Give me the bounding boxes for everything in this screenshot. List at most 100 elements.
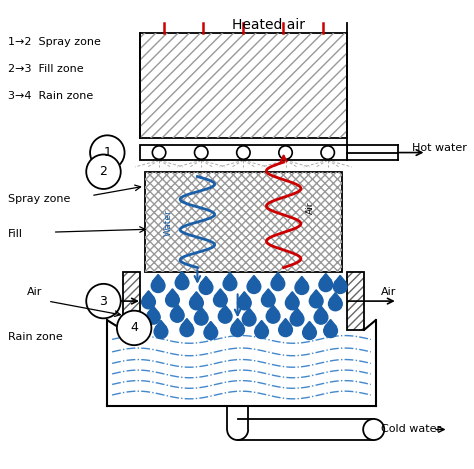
Polygon shape bbox=[201, 276, 211, 283]
Polygon shape bbox=[263, 289, 274, 295]
Text: Rain zone: Rain zone bbox=[8, 332, 63, 341]
Circle shape bbox=[324, 324, 337, 338]
Circle shape bbox=[171, 309, 184, 322]
Text: Spray zone: Spray zone bbox=[8, 194, 70, 204]
Circle shape bbox=[204, 326, 218, 340]
Circle shape bbox=[90, 136, 125, 170]
Circle shape bbox=[152, 146, 166, 159]
Text: 1→2  Spray zone: 1→2 Spray zone bbox=[8, 38, 100, 47]
Text: 3→4  Rain zone: 3→4 Rain zone bbox=[8, 91, 93, 101]
Polygon shape bbox=[320, 273, 331, 280]
Circle shape bbox=[237, 146, 250, 159]
Polygon shape bbox=[325, 319, 336, 326]
Circle shape bbox=[303, 326, 316, 340]
Text: 4: 4 bbox=[130, 321, 138, 334]
Circle shape bbox=[219, 310, 232, 323]
Polygon shape bbox=[330, 293, 341, 300]
Text: 2: 2 bbox=[100, 165, 108, 178]
Polygon shape bbox=[248, 275, 260, 282]
Circle shape bbox=[86, 154, 121, 189]
Text: Water: Water bbox=[164, 209, 173, 236]
Bar bbox=[123, 272, 140, 330]
Circle shape bbox=[146, 310, 160, 324]
Polygon shape bbox=[256, 320, 267, 327]
Polygon shape bbox=[292, 308, 303, 315]
Circle shape bbox=[310, 294, 323, 308]
Circle shape bbox=[319, 278, 333, 292]
Polygon shape bbox=[272, 272, 283, 280]
Polygon shape bbox=[280, 318, 291, 325]
Circle shape bbox=[314, 310, 328, 324]
Text: Fill: Fill bbox=[8, 229, 23, 239]
Circle shape bbox=[154, 325, 168, 339]
Circle shape bbox=[237, 296, 251, 310]
Circle shape bbox=[180, 323, 194, 337]
Circle shape bbox=[247, 280, 261, 294]
Circle shape bbox=[290, 312, 304, 326]
Polygon shape bbox=[267, 305, 279, 312]
Bar bbox=[347, 272, 364, 330]
Bar bbox=[145, 172, 342, 272]
Circle shape bbox=[190, 296, 203, 310]
Circle shape bbox=[266, 310, 280, 323]
Circle shape bbox=[295, 281, 309, 295]
Polygon shape bbox=[287, 292, 298, 299]
Circle shape bbox=[255, 325, 268, 339]
Text: Air: Air bbox=[27, 287, 42, 296]
Text: 3: 3 bbox=[100, 295, 108, 308]
Text: Hot water: Hot water bbox=[412, 143, 467, 153]
Circle shape bbox=[223, 277, 237, 291]
Polygon shape bbox=[143, 291, 154, 298]
Circle shape bbox=[151, 279, 165, 293]
Polygon shape bbox=[196, 307, 207, 314]
Polygon shape bbox=[181, 318, 192, 325]
Circle shape bbox=[321, 146, 335, 159]
Bar bbox=[140, 33, 347, 138]
Polygon shape bbox=[191, 292, 202, 299]
Circle shape bbox=[328, 297, 342, 311]
Bar bbox=[140, 145, 347, 160]
Polygon shape bbox=[296, 276, 308, 283]
Polygon shape bbox=[215, 289, 226, 295]
Bar bbox=[140, 33, 347, 138]
Circle shape bbox=[279, 323, 292, 337]
Polygon shape bbox=[244, 308, 255, 315]
Polygon shape bbox=[224, 272, 236, 280]
Text: Heated air: Heated air bbox=[232, 18, 305, 32]
Polygon shape bbox=[315, 306, 327, 313]
Bar bbox=[145, 172, 342, 272]
Circle shape bbox=[333, 280, 347, 294]
Circle shape bbox=[363, 419, 384, 440]
Circle shape bbox=[194, 146, 208, 159]
Polygon shape bbox=[155, 320, 166, 327]
Circle shape bbox=[271, 277, 285, 291]
Circle shape bbox=[213, 293, 227, 307]
Polygon shape bbox=[232, 318, 243, 325]
Polygon shape bbox=[172, 304, 183, 311]
Circle shape bbox=[194, 311, 208, 325]
Circle shape bbox=[175, 276, 189, 290]
Circle shape bbox=[242, 312, 256, 326]
Polygon shape bbox=[205, 321, 217, 328]
Circle shape bbox=[262, 293, 275, 307]
Bar bbox=[123, 272, 140, 330]
Circle shape bbox=[117, 310, 151, 345]
Polygon shape bbox=[310, 290, 322, 296]
Text: Air: Air bbox=[382, 287, 397, 296]
Polygon shape bbox=[219, 305, 231, 312]
Circle shape bbox=[142, 295, 155, 309]
Polygon shape bbox=[153, 274, 164, 281]
Text: Air: Air bbox=[306, 202, 315, 214]
Circle shape bbox=[285, 296, 299, 310]
Polygon shape bbox=[167, 289, 178, 295]
Text: Cold water: Cold water bbox=[382, 424, 441, 434]
Text: 1: 1 bbox=[103, 146, 111, 159]
Circle shape bbox=[279, 146, 292, 159]
Polygon shape bbox=[176, 272, 188, 279]
Circle shape bbox=[231, 323, 245, 337]
Polygon shape bbox=[239, 292, 250, 299]
Polygon shape bbox=[335, 275, 346, 282]
Circle shape bbox=[199, 281, 213, 295]
Polygon shape bbox=[304, 321, 315, 328]
Bar bbox=[347, 272, 364, 330]
